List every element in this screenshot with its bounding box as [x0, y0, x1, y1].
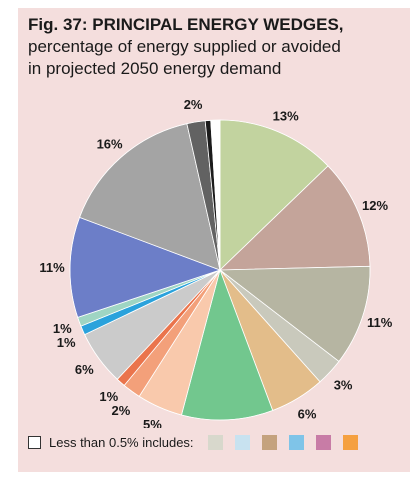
slice-label: 2% — [112, 403, 131, 418]
slice-label: 11% — [367, 315, 393, 330]
slice-label: 16% — [97, 136, 123, 151]
legend-swatch — [234, 434, 250, 450]
slice-label: 5% — [143, 417, 162, 428]
slice-label: 12% — [362, 198, 388, 213]
legend-swatch — [288, 434, 304, 450]
legend-swatch — [342, 434, 358, 450]
pie-outline — [69, 119, 371, 421]
slice-label: 11% — [39, 260, 65, 275]
figure-subtitle-line-1: percentage of energy supplied or avoided — [28, 37, 341, 56]
figure-number: Fig. 37: — [28, 15, 88, 34]
slice-label: 13% — [273, 108, 299, 123]
slice-label: 1% — [57, 335, 76, 350]
legend-swatch — [207, 434, 223, 450]
legend-white-box — [28, 435, 41, 449]
legend: Less than 0.5% includes: — [28, 431, 370, 453]
slice-label: 6% — [298, 407, 317, 422]
figure-subtitle-line-2: in projected 2050 energy demand — [28, 59, 282, 78]
legend-swatch — [315, 434, 331, 450]
slice-label: 6% — [75, 362, 94, 377]
figure-title-block: Fig. 37: PRINCIPAL ENERGY WEDGES, percen… — [28, 14, 408, 80]
legend-swatch — [261, 434, 277, 450]
slice-label: 3% — [334, 377, 353, 392]
figure-title: PRINCIPAL ENERGY WEDGES, — [92, 15, 344, 34]
slice-label: 1% — [99, 389, 118, 404]
legend-note: Less than 0.5% includes: — [49, 434, 194, 450]
slice-label: 1% — [53, 321, 72, 336]
figure-panel: Fig. 37: PRINCIPAL ENERGY WEDGES, percen… — [18, 8, 410, 472]
pie-chart: 13%12%11%3%6%10%5%2%1%6%1%1%11%16%2% — [39, 97, 393, 428]
slice-label: 2% — [184, 97, 203, 112]
